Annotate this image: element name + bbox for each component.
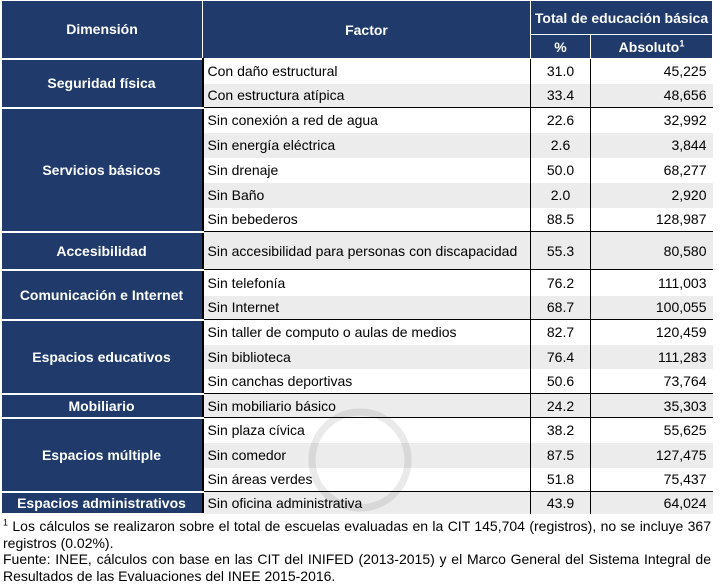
factor-cell: Sin taller de computo o aulas de medios bbox=[202, 319, 531, 345]
percent-cell: 2.6 bbox=[530, 132, 591, 158]
factor-cell: Con daño estructural bbox=[202, 58, 531, 84]
percent-cell: 68.7 bbox=[530, 295, 591, 320]
table-row: Accesibilidad Sin accesibilidad para pers… bbox=[1, 230, 713, 271]
percent-cell: 82.7 bbox=[530, 319, 591, 345]
factor-cell: Sin accesibilidad para personas con disc… bbox=[202, 231, 531, 270]
factor-cell: Sin áreas verdes bbox=[202, 467, 531, 492]
table-row: Sin Baño 2.0 2,920 bbox=[2, 182, 713, 208]
factor-cell: Sin drenaje bbox=[202, 157, 531, 183]
header-dimension: Dimensión bbox=[1, 0, 203, 59]
absolute-cell: 127,475 bbox=[590, 442, 713, 468]
percent-cell: 43.9 bbox=[530, 491, 591, 514]
table-row: Sin biblioteca 76.4 111,283 bbox=[2, 344, 713, 369]
percent-cell: 51.8 bbox=[530, 467, 591, 492]
absolute-cell: 80,580 bbox=[590, 231, 713, 270]
factor-cell: Sin comedor bbox=[202, 442, 531, 468]
factor-cell: Sin Baño bbox=[202, 182, 531, 208]
dimension-cell: Espacios múltiple bbox=[1, 416, 204, 493]
table-row: Sin drenaje 50.0 68,277 bbox=[2, 157, 713, 183]
table-row: Sin canchas deportivas 50.6 73,764 bbox=[2, 368, 713, 394]
table-row: Sin energía eléctrica 2.6 3,844 bbox=[2, 132, 713, 158]
absolute-cell: 128,987 bbox=[655, 211, 707, 228]
table-row: Espacios múltiple Sin plaza cívica 38.2 55,… bbox=[1, 416, 713, 493]
dimension-cell: Seguridad física bbox=[1, 57, 204, 109]
table-row: Comunicación e Internet Sin telefonía 76.2… bbox=[1, 268, 713, 321]
dimension-cell: Servicios básicos bbox=[1, 106, 204, 233]
absolute-cell: 100,055 bbox=[590, 295, 713, 320]
infrastructure-table: Dimensión Factor Total de educación bási… bbox=[1, 0, 713, 515]
percent-cell: 24.2 bbox=[530, 393, 591, 418]
factor-cell: Sin Internet bbox=[202, 295, 531, 320]
absolute-cell: 55,625 bbox=[590, 417, 713, 443]
factor-cell: Sin plaza cívica bbox=[202, 417, 531, 443]
dimension-cell: Mobiliario bbox=[1, 392, 204, 419]
factor-cell: Sin oficina administrativa bbox=[202, 491, 531, 514]
table-row: Con estructura atípica 33.4 48,656 bbox=[2, 83, 713, 108]
absolute-cell: 75,437 bbox=[663, 471, 707, 488]
absolute-cell: 111,003 bbox=[590, 269, 713, 296]
table-row: Espacios educativos Sin taller de computo… bbox=[1, 318, 713, 395]
percent-cell: 22.6 bbox=[530, 107, 591, 133]
dimension-cell: Comunicación e Internet bbox=[1, 268, 204, 321]
factor-cell: Sin bebederos bbox=[202, 207, 531, 232]
table-body: Seguridad física Con daño estructural 31.0… bbox=[1, 57, 713, 515]
absolute-cell: 68,277 bbox=[663, 162, 707, 178]
footnote: 1 Los cálculos se realizaron sobre el to… bbox=[3, 518, 711, 551]
factor-cell: Con estructura atípica bbox=[202, 83, 531, 108]
factor-cell: Sin conexión a red de agua bbox=[202, 107, 531, 133]
percent-cell: 88.5 bbox=[530, 207, 591, 232]
table-row: Seguridad física Con daño estructural 31.0… bbox=[1, 57, 713, 109]
percent-cell: 50.6 bbox=[530, 368, 591, 394]
table-row: Servicios básicos Sin conexión a red de a… bbox=[1, 106, 713, 233]
header-absolute-sup: 1 bbox=[679, 37, 685, 48]
header-factor: Factor bbox=[202, 0, 531, 59]
percent-cell: 33.4 bbox=[530, 83, 591, 108]
factor-cell: Sin biblioteca bbox=[202, 344, 531, 369]
factor-cell: Sin telefonía bbox=[202, 269, 531, 296]
absolute-cell: 3,844 bbox=[590, 132, 713, 158]
table-notes: 1 Los cálculos se realizaron sobre el to… bbox=[3, 518, 711, 584]
absolute-cell: 45,225 bbox=[590, 58, 713, 84]
percent-cell: 50.0 bbox=[530, 157, 591, 183]
header-percent: % bbox=[530, 34, 591, 59]
header-total: Total de educación básica bbox=[530, 0, 713, 35]
source-note: Fuente: INEE, cálculos con base en las C… bbox=[3, 551, 711, 584]
dimension-cell: Espacios administrativos bbox=[1, 490, 204, 515]
table-row: Sin comedor 87.5 127,475 bbox=[2, 442, 713, 468]
percent-cell: 38.2 bbox=[530, 417, 591, 443]
table-header: Dimensión Factor Total de educación bási… bbox=[1, 0, 713, 59]
table-row: Sin Internet 68.7 100,055 bbox=[2, 295, 713, 320]
absolute-cell: 2,920 bbox=[590, 182, 713, 208]
percent-cell: 2.0 bbox=[530, 182, 591, 208]
header-absolute: Absoluto1 bbox=[590, 34, 713, 59]
table-row: Sin áreas verdes 51.8 75,437 bbox=[2, 467, 713, 492]
factor-cell: Sin mobiliario básico bbox=[202, 393, 531, 418]
footnote-text: Los cálculos se realizaron sobre el tota… bbox=[3, 518, 711, 551]
percent-cell: 76.2 bbox=[530, 269, 591, 296]
percent-cell: 87.5 bbox=[530, 442, 591, 468]
header-absolute-label: Absoluto bbox=[618, 38, 680, 55]
table-row: Espacios administrativos Sin oficina admi… bbox=[1, 490, 713, 515]
absolute-cell: 35,303 bbox=[590, 393, 713, 418]
footnote-mark: 1 bbox=[3, 517, 9, 528]
absolute-cell: 120,459 bbox=[590, 319, 713, 345]
factor-cell: Sin energía eléctrica bbox=[202, 132, 531, 158]
percent-cell: 76.4 bbox=[530, 344, 591, 369]
absolute-cell: 64,024 bbox=[590, 491, 713, 514]
percent-cell: 55.3 bbox=[530, 231, 591, 270]
table-row: Sin bebederos 88.5 128,987 bbox=[2, 207, 713, 232]
percent-cell: 31.0 bbox=[530, 58, 591, 84]
absolute-cell: 111,283 bbox=[590, 344, 713, 369]
table-row: Mobiliario Sin mobiliario básico 24.2 35,30… bbox=[1, 392, 713, 419]
absolute-cell: 48,656 bbox=[590, 83, 713, 108]
absolute-cell: 32,992 bbox=[590, 107, 713, 133]
dimension-cell: Espacios educativos bbox=[1, 318, 204, 395]
factor-cell: Sin canchas deportivas bbox=[202, 368, 531, 394]
absolute-cell: 73,764 bbox=[663, 372, 707, 389]
dimension-cell: Accesibilidad bbox=[1, 230, 204, 271]
